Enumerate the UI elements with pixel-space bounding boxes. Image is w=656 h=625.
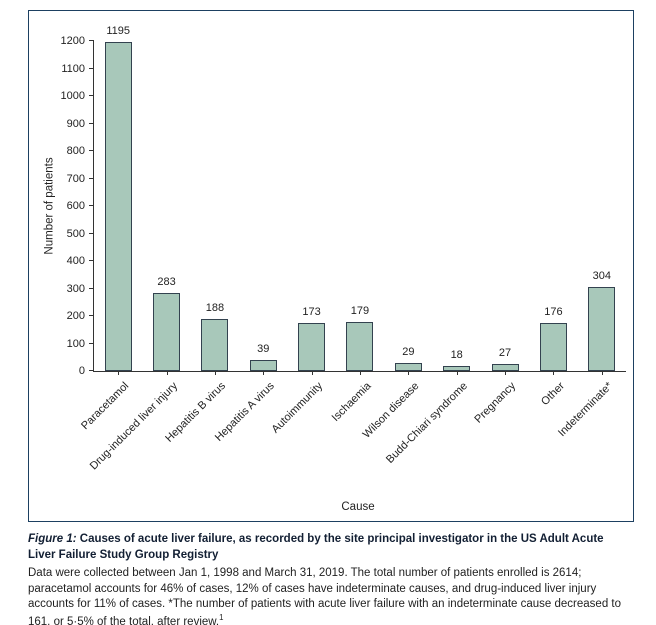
x-tick-mark bbox=[263, 371, 265, 375]
bar bbox=[443, 366, 471, 371]
x-tick-mark bbox=[359, 371, 361, 375]
figure-caption: Figure 1: Causes of acute liver failure,… bbox=[28, 532, 634, 625]
y-tick-label: 900 bbox=[66, 117, 85, 130]
bar bbox=[588, 287, 616, 371]
x-tick-mark bbox=[408, 371, 410, 375]
bar-slot: 27 Pregnancy bbox=[473, 41, 529, 426]
bar-value-label: 179 bbox=[350, 304, 370, 317]
x-tick-label: Autoimmunity bbox=[269, 380, 326, 436]
y-tick-label: 1200 bbox=[60, 35, 85, 47]
bar-value-label: 27 bbox=[498, 346, 512, 359]
bar-value-label: 176 bbox=[544, 305, 563, 318]
y-tick-mark bbox=[89, 205, 94, 206]
y-tick-mark bbox=[89, 67, 94, 69]
x-tick-label: Budd-Chiari syndrome bbox=[384, 380, 471, 466]
bar bbox=[298, 323, 326, 371]
y-tick-label: 500 bbox=[66, 227, 85, 240]
bar bbox=[491, 363, 519, 371]
x-tick-mark bbox=[166, 371, 168, 375]
y-tick-label: 200 bbox=[66, 310, 85, 323]
y-axis: 0 100 200 300 400 500 600 700 800 900 1000 1100 1200 bbox=[61, 35, 626, 377]
y-tick-mark bbox=[89, 122, 94, 124]
bar-slot: 176 Other bbox=[529, 41, 577, 408]
x-tick-label: Pregnancy bbox=[472, 380, 519, 426]
bar-slot: 39 Hepatitis A virus bbox=[213, 41, 287, 444]
x-tick-mark bbox=[553, 371, 555, 375]
bar-slot: 29 Wilson disease bbox=[361, 41, 432, 441]
plot-area: Number of patients 0 100 200 300 400 500 600 70… bbox=[44, 25, 626, 472]
y-tick-mark bbox=[89, 342, 94, 344]
bar-value-label: 283 bbox=[157, 276, 176, 289]
bar bbox=[394, 363, 422, 371]
bar-value-label: 173 bbox=[302, 306, 321, 319]
bar-slot: 179 Ischaemia bbox=[330, 41, 384, 424]
x-axis-title: Cause bbox=[341, 501, 375, 513]
x-tick-mark bbox=[505, 371, 507, 375]
y-tick-mark bbox=[89, 150, 94, 151]
bar-value-label: 18 bbox=[450, 349, 463, 362]
bar bbox=[346, 321, 374, 371]
x-tick-mark bbox=[311, 371, 313, 375]
y-tick-mark bbox=[89, 40, 94, 41]
bar-slot: 1195 Paracetamol bbox=[80, 25, 142, 432]
bar-value-label: 39 bbox=[257, 343, 270, 356]
y-tick-label: 1000 bbox=[60, 90, 85, 102]
bar bbox=[153, 293, 181, 371]
y-tick-mark bbox=[89, 232, 94, 234]
bar-value-label: 29 bbox=[402, 346, 415, 359]
bar-slot: 18 Budd-Chiari syndrome bbox=[384, 41, 481, 466]
bar-series: 1195 Paracetamol 283 Drug-induced liver inj… bbox=[80, 25, 626, 472]
y-tick-label: 600 bbox=[66, 200, 85, 212]
x-tick-label: Other bbox=[538, 380, 567, 408]
x-tick-label: Drug-induced liver injury bbox=[87, 380, 181, 473]
bar-slot: 188 Hepatitis B virus bbox=[164, 41, 239, 444]
y-tick-mark bbox=[89, 287, 94, 289]
y-tick-mark bbox=[89, 370, 94, 371]
bar-slot: 173 Autoimmunity bbox=[270, 41, 335, 435]
x-tick-mark bbox=[456, 371, 458, 375]
caption-title: Causes of acute liver failure, as record… bbox=[28, 533, 604, 561]
bar bbox=[201, 319, 229, 371]
bar bbox=[104, 42, 132, 371]
bar bbox=[539, 322, 567, 371]
bar-value-label: 304 bbox=[592, 270, 611, 283]
y-tick-label: 400 bbox=[66, 255, 85, 268]
footnote-reference: 1 bbox=[219, 612, 224, 622]
bar bbox=[249, 360, 277, 371]
y-tick-mark bbox=[89, 95, 94, 96]
bar-slot: 283 Drug-induced liver injury bbox=[88, 41, 190, 472]
figure-label: Figure 1: bbox=[28, 533, 77, 545]
x-tick-mark bbox=[214, 371, 216, 375]
bar-value-label: 188 bbox=[205, 302, 225, 315]
y-tick-label: 700 bbox=[66, 172, 85, 185]
y-tick-mark bbox=[89, 177, 94, 179]
bar-value-label: 1195 bbox=[106, 25, 130, 38]
caption-body-text: Data were collected between Jan 1, 1998 … bbox=[28, 567, 621, 625]
caption-body: Data were collected between Jan 1, 1998 … bbox=[28, 566, 634, 625]
y-tick-mark bbox=[89, 315, 94, 316]
x-tick-label: Ischaemia bbox=[329, 380, 374, 424]
y-tick-label: 100 bbox=[66, 337, 85, 350]
y-tick-mark bbox=[89, 260, 94, 261]
x-tick-mark bbox=[601, 371, 603, 375]
figure-panel: Number of patients 0 100 200 300 400 500 600 70… bbox=[28, 10, 634, 522]
y-tick-label: 800 bbox=[66, 145, 85, 158]
x-tick-mark bbox=[118, 371, 120, 375]
y-tick-label: 0 bbox=[78, 365, 85, 377]
caption-title-line: Figure 1: Causes of acute liver failure,… bbox=[28, 532, 634, 563]
x-tick-label: Paracetamol bbox=[79, 380, 132, 433]
bar-slot: 304 Indeterminate* bbox=[556, 41, 626, 439]
y-tick-label: 1100 bbox=[61, 62, 85, 75]
y-tick-label: 300 bbox=[66, 282, 85, 295]
